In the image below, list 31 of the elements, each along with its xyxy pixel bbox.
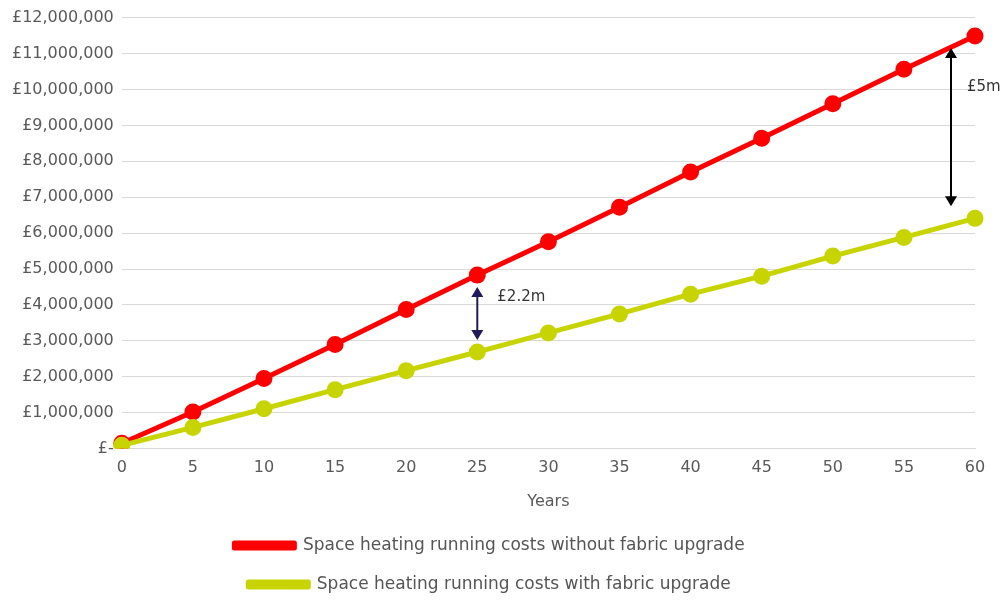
y-tick-label: £1,000,000	[22, 401, 114, 421]
x-tick-label: 15	[324, 457, 346, 477]
x-axis-title: Years	[526, 490, 570, 510]
x-tick-label: 60	[964, 457, 986, 477]
legend-label: Space heating running costs with fabric upgrade	[316, 572, 731, 593]
annotation: £5m	[967, 77, 1001, 96]
y-tick-label: £12,000,000	[11, 6, 114, 26]
y-tick-label: £8,000,000	[22, 150, 114, 170]
y-tick-label: £7,000,000	[22, 186, 114, 206]
y-tick-label: £4,000,000	[22, 294, 114, 314]
x-tick-label: 10	[253, 457, 275, 477]
x-tick-label: 55	[893, 457, 915, 477]
y-tick-label: £2,000,000	[22, 365, 114, 385]
y-tick-label: £6,000,000	[22, 222, 114, 242]
x-tick-label: 25	[467, 457, 488, 477]
y-tick-label: £10,000,000	[11, 78, 114, 98]
y-tick-label: £5,000,000	[22, 258, 114, 278]
x-tick-label: 30	[538, 457, 559, 477]
annotation: £2.2m	[497, 287, 546, 306]
x-tick-label: 5	[187, 457, 198, 477]
legend-label: Space heating running costs without fabric upgrade	[302, 533, 745, 554]
x-tick-label: 40	[680, 457, 701, 477]
x-tick-label: 50	[822, 457, 843, 477]
y-tick-label: £11,000,000	[11, 42, 114, 62]
y-tick-label: £3,000,000	[22, 330, 114, 350]
y-tick-label: £-	[97, 437, 114, 457]
y-tick-label: £9,000,000	[22, 114, 114, 134]
x-tick-label: 0	[116, 457, 127, 477]
x-tick-label: 45	[751, 457, 772, 477]
x-tick-label: 20	[396, 457, 417, 477]
x-tick-label: 35	[609, 457, 630, 477]
